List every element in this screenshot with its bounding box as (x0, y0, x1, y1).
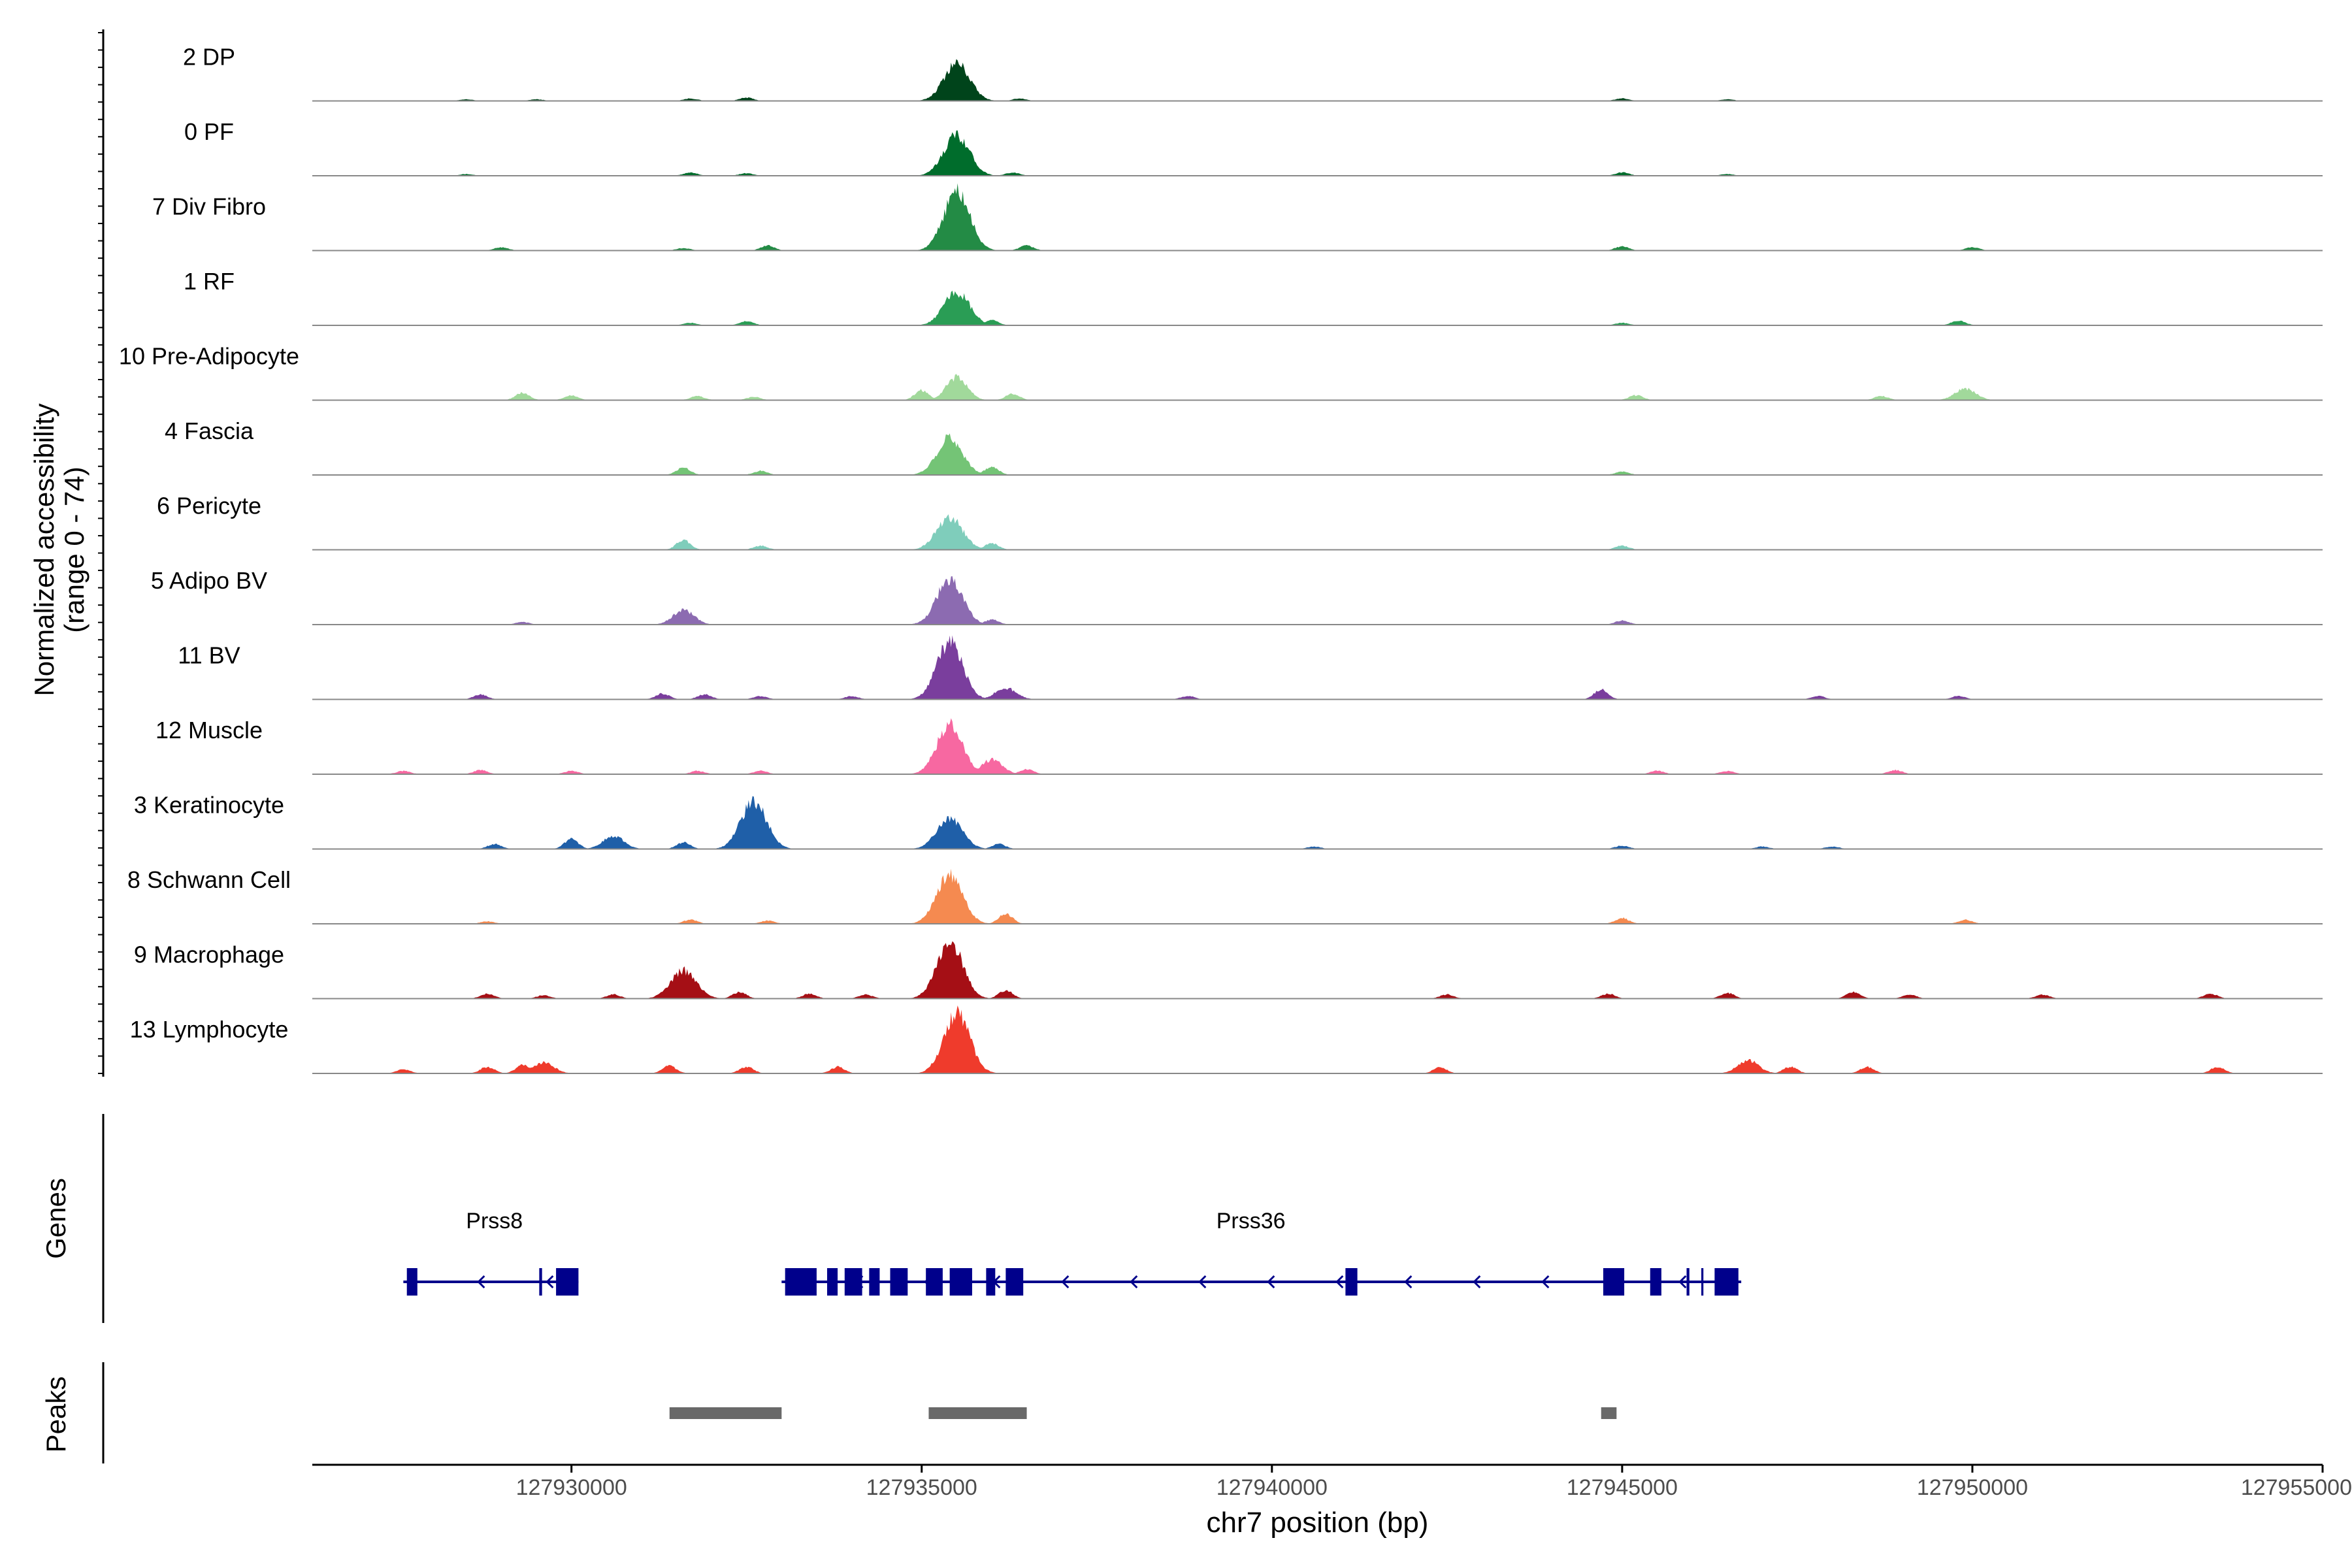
strand-arrow (1061, 1275, 1070, 1289)
strand-arrow (1404, 1275, 1413, 1289)
exon-block (1650, 1268, 1661, 1296)
x-axis-tick-label: 127940000 (1217, 1475, 1328, 1500)
strand-arrow (1335, 1275, 1344, 1289)
track-label: 4 Fascia (165, 417, 254, 444)
track-label: 1 RF (184, 268, 235, 295)
track-label: 2 DP (183, 44, 235, 71)
track-6-pericyte: 6 Pericyte (157, 493, 2323, 551)
coverage-area (312, 1005, 2323, 1073)
coverage-area (312, 433, 2323, 475)
track-2-dp: 2 DP (183, 44, 2323, 102)
exon-block (1714, 1268, 1739, 1296)
strand-arrow (1198, 1275, 1207, 1289)
track-5-adipo-bv: 5 Adipo BV (151, 567, 2323, 625)
peak-region (669, 1407, 782, 1419)
peak-track-label: Peaks (41, 1377, 71, 1453)
exon-block (1701, 1268, 1704, 1296)
coverage-area (312, 183, 2323, 251)
track-label: 8 Schwann Cell (127, 866, 291, 893)
x-axis-tick-label: 127945000 (1567, 1475, 1678, 1500)
coverage-area (312, 868, 2323, 924)
track-label: 7 Div Fibro (152, 193, 266, 220)
gene-prss36: Prss36 (781, 1209, 1742, 1296)
gene-track: Prss8 Prss36 (102, 1114, 1742, 1323)
exon-block (539, 1268, 542, 1296)
x-axis-label: chr7 position (bp) (1207, 1507, 1429, 1539)
track-7-div-fibro: 7 Div Fibro (152, 183, 2323, 252)
peak-region (1601, 1407, 1617, 1419)
peak-track (102, 1362, 1617, 1463)
track-label: 10 Pre-Adipocyte (119, 343, 299, 370)
track-label: 9 Macrophage (134, 941, 284, 968)
coverage-area (312, 514, 2323, 550)
exon-block (890, 1268, 908, 1296)
strand-arrow (1267, 1275, 1275, 1289)
track-3-keratinocyte: 3 Keratinocyte (134, 792, 2323, 850)
track-label: 3 Keratinocyte (134, 792, 284, 819)
track-13-lymphocyte: 13 Lymphocyte (130, 1005, 2323, 1074)
gene-prss8: Prss8 (403, 1209, 579, 1296)
strand-arrow (546, 1275, 554, 1289)
coverage-area (312, 718, 2323, 774)
exon-block (556, 1268, 579, 1296)
gene-name-label: Prss8 (466, 1209, 523, 1233)
coverage-area (312, 374, 2323, 400)
coverage-area (312, 941, 2323, 999)
exon-block (406, 1268, 417, 1296)
gene-track-label: Genes (41, 1178, 71, 1259)
gene-name-label: Prss36 (1217, 1209, 1286, 1233)
track-9-macrophage: 9 Macrophage (134, 941, 2323, 1000)
exon-block (1005, 1268, 1024, 1296)
track-label: 13 Lymphocyte (130, 1016, 289, 1043)
coverage-area (312, 576, 2323, 625)
exon-block (1603, 1268, 1625, 1296)
track-11-bv: 11 BV (178, 635, 2323, 700)
x-axis-tick-label: 127935000 (866, 1475, 977, 1500)
track-label: 6 Pericyte (157, 493, 261, 519)
coverage-area (312, 130, 2323, 176)
coverage-area (312, 59, 2323, 101)
exon-block (869, 1268, 880, 1296)
strand-arrow (1678, 1275, 1687, 1289)
coverage-tracks: 2 DP 0 PF 7 Div Fibro 1 RF 10 Pre-Adipocyte 4… (119, 44, 2323, 1074)
x-axis-tick-label: 127930000 (516, 1475, 627, 1500)
x-axis-tick-label: 127950000 (1917, 1475, 2028, 1500)
y-axis (98, 29, 105, 1077)
track-8-schwann-cell: 8 Schwann Cell (127, 866, 2323, 924)
y-axis-range-label: (range 0 - 74) (59, 466, 90, 632)
track-10-pre-adipocyte: 10 Pre-Adipocyte (119, 343, 2323, 401)
exon-block (926, 1268, 943, 1296)
track-12-muscle: 12 Muscle (155, 717, 2323, 775)
y-axis-label: Normalized accessibility (29, 403, 59, 696)
peak-region (928, 1407, 1027, 1419)
strand-arrow (1130, 1275, 1138, 1289)
strand-arrow (1473, 1275, 1481, 1289)
exon-block (949, 1268, 972, 1296)
exon-block (827, 1268, 838, 1296)
exon-block (1686, 1268, 1690, 1296)
coverage-area (312, 796, 2323, 849)
coverage-area (312, 290, 2323, 325)
exon-block (1345, 1268, 1358, 1296)
track-label: 12 Muscle (155, 717, 263, 743)
x-axis: 127930000 127935000 127940000 127945000 1279… (312, 1463, 2352, 1500)
track-1-rf: 1 RF (184, 268, 2323, 326)
track-label: 0 PF (184, 118, 234, 145)
exon-block (844, 1268, 862, 1296)
track-label: 5 Adipo BV (151, 567, 267, 594)
exon-block (785, 1268, 817, 1296)
strand-arrow (477, 1275, 485, 1289)
strand-arrow (1541, 1275, 1550, 1289)
coverage-area (312, 635, 2323, 700)
track-4-fascia: 4 Fascia (165, 417, 2323, 476)
exon-block (986, 1268, 996, 1296)
track-0-pf: 0 PF (184, 118, 2323, 176)
track-label: 11 BV (178, 642, 240, 669)
x-axis-tick-label: 127955000 (2241, 1475, 2352, 1500)
